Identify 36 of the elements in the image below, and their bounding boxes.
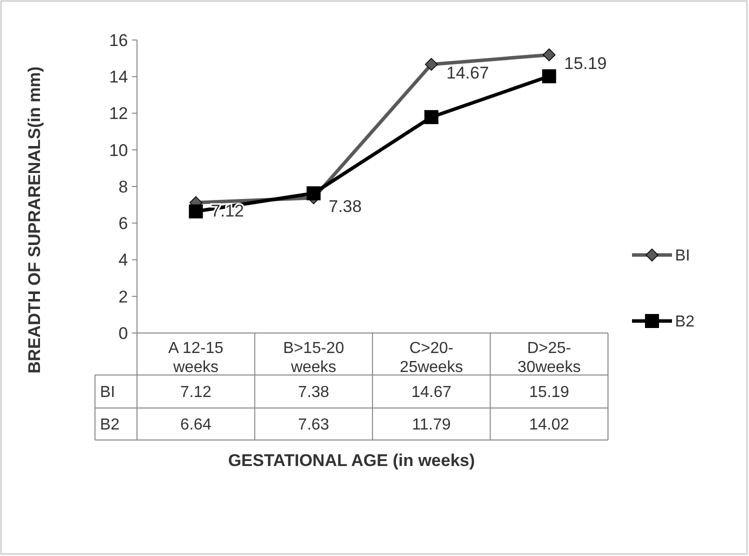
text: BI bbox=[100, 384, 116, 402]
y-tick-label: 4 bbox=[118, 250, 128, 270]
x-tick-label: C>20-25weeks bbox=[400, 340, 463, 376]
y-tick-label: 2 bbox=[118, 287, 128, 306]
annotation: 15.19 bbox=[564, 54, 607, 73]
y-tick-label: 6 bbox=[118, 214, 128, 234]
data-label: 7.63 bbox=[298, 416, 330, 434]
legend-label: B2 bbox=[675, 314, 695, 331]
y-axis-title: BREADTH OF SUPRARENALS(in mm) bbox=[25, 66, 44, 374]
x-tick-label: B>15-20 weeks bbox=[283, 340, 344, 376]
point bbox=[542, 69, 556, 84]
annotation: 7.38 bbox=[328, 196, 362, 216]
y-tick-label: 10 bbox=[109, 140, 128, 160]
y-tick-label: 8 bbox=[118, 177, 128, 196]
point bbox=[188, 204, 203, 218]
data-label: 7.38 bbox=[298, 384, 330, 402]
point bbox=[306, 186, 321, 200]
x-axis-title: GESTATIONAL AGE (in weeks) bbox=[228, 451, 475, 470]
annotation: 14.67 bbox=[446, 63, 489, 82]
point bbox=[542, 48, 556, 62]
point bbox=[424, 110, 438, 124]
text: B2 bbox=[100, 416, 120, 434]
data-label: 14.67 bbox=[411, 384, 452, 402]
x-tick-label: D>25-30weeks bbox=[518, 340, 581, 376]
data-label: 14.02 bbox=[529, 416, 570, 434]
legend-label: BI bbox=[675, 248, 690, 265]
data-label: 11.79 bbox=[412, 416, 451, 434]
x-tick-label: A 12-15 weeks bbox=[168, 340, 224, 376]
y-tick-label: 12 bbox=[109, 104, 128, 124]
data-label: 7.12 bbox=[180, 384, 212, 402]
y-tick-label: 0 bbox=[118, 324, 128, 343]
data-label: 6.64 bbox=[180, 416, 212, 434]
point bbox=[424, 58, 438, 71]
y-tick-label: 14 bbox=[109, 68, 128, 87]
data-label: 15.19 bbox=[529, 384, 570, 402]
y-tick-label: 16 bbox=[109, 30, 128, 50]
